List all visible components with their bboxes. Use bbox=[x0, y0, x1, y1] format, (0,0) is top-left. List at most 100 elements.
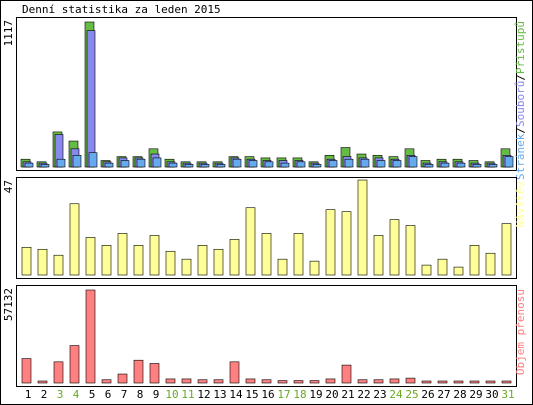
legend-bottom: Objem přenosu bbox=[514, 289, 527, 375]
bar-stranky bbox=[184, 164, 194, 168]
bar-navstevy bbox=[37, 248, 48, 276]
bar-navstevy bbox=[389, 219, 400, 276]
bar-objem bbox=[101, 379, 112, 384]
x-tick-label: 30 bbox=[485, 388, 498, 401]
bar-stranky bbox=[72, 155, 82, 168]
x-tick-label: 18 bbox=[293, 388, 306, 401]
x-tick-label: 5 bbox=[89, 388, 96, 401]
bar-navstevy bbox=[453, 266, 464, 276]
bar-navstevy bbox=[149, 235, 160, 276]
bar-navstevy bbox=[469, 245, 480, 276]
x-tick-label: 24 bbox=[389, 388, 403, 401]
bar-stranky bbox=[472, 164, 482, 168]
bar-stranky bbox=[104, 162, 114, 168]
bar-stranky bbox=[456, 162, 466, 168]
bar-stranky bbox=[504, 156, 514, 168]
bar-stranky bbox=[408, 156, 418, 168]
x-tick-label: 27 bbox=[437, 388, 450, 401]
bar-stranky bbox=[40, 164, 50, 168]
x-tick-label: 28 bbox=[453, 388, 466, 401]
bar-objem bbox=[421, 380, 432, 384]
bar-navstevy bbox=[213, 248, 224, 276]
bar-stranky bbox=[232, 158, 242, 168]
x-tick-label: 22 bbox=[357, 388, 370, 401]
bar-objem bbox=[181, 378, 192, 384]
legend-part: / bbox=[514, 127, 527, 134]
bar-objem bbox=[21, 358, 32, 384]
x-tick-label: 4 bbox=[73, 388, 80, 401]
x-tick-label: 15 bbox=[245, 388, 258, 401]
bar-objem bbox=[261, 379, 272, 384]
bar-navstevy bbox=[21, 246, 32, 276]
bar-stranky bbox=[488, 164, 498, 168]
panel-frame-bottom bbox=[16, 285, 517, 387]
bar-navstevy bbox=[53, 254, 64, 276]
bar-stranky bbox=[376, 160, 386, 168]
x-tick-label: 16 bbox=[261, 388, 274, 401]
bar-navstevy bbox=[405, 225, 416, 276]
bar-navstevy bbox=[197, 245, 208, 276]
bar-objem bbox=[53, 361, 64, 384]
bar-stranky bbox=[280, 162, 290, 168]
y-max-label-bottom: 57132 bbox=[2, 288, 15, 321]
x-tick-label: 17 bbox=[277, 388, 290, 401]
bar-objem bbox=[197, 379, 208, 384]
x-tick-label: 14 bbox=[229, 388, 243, 401]
bar-objem bbox=[453, 380, 464, 384]
bar-stranky bbox=[344, 158, 354, 168]
x-tick-label: 7 bbox=[121, 388, 128, 401]
legend-part: Stránek bbox=[514, 133, 527, 180]
x-tick-label: 29 bbox=[469, 388, 482, 401]
bar-stranky bbox=[136, 158, 146, 168]
chart-title: Denní statistika za leden 2015 bbox=[22, 3, 221, 16]
bar-objem bbox=[229, 361, 240, 384]
panel-frame-middle bbox=[16, 177, 517, 279]
bar-navstevy bbox=[277, 258, 288, 276]
x-tick-label: 13 bbox=[213, 388, 226, 401]
bar-navstevy bbox=[261, 233, 272, 276]
legend-middle: Návštěv bbox=[514, 181, 527, 228]
bar-navstevy bbox=[357, 179, 368, 276]
bar-stranky bbox=[360, 158, 370, 168]
y-max-label-middle: 47 bbox=[2, 180, 15, 193]
bar-stranky bbox=[88, 152, 98, 168]
x-tick-label: 6 bbox=[105, 388, 112, 401]
bar-stranky bbox=[440, 162, 450, 168]
bar-stranky bbox=[312, 164, 322, 168]
bar-stranky bbox=[120, 160, 130, 168]
bar-navstevy bbox=[373, 235, 384, 276]
bar-navstevy bbox=[181, 258, 192, 276]
bar-navstevy bbox=[101, 245, 112, 276]
bar-stranky bbox=[264, 161, 274, 168]
bar-navstevy bbox=[501, 223, 512, 276]
bar-navstevy bbox=[133, 245, 144, 276]
bar-stranky bbox=[328, 160, 338, 168]
bar-navstevy bbox=[325, 209, 336, 276]
bar-objem bbox=[309, 380, 320, 384]
bar-objem bbox=[149, 363, 160, 384]
bar-objem bbox=[213, 379, 224, 384]
bar-objem bbox=[501, 380, 512, 384]
bar-objem bbox=[357, 379, 368, 384]
bar-navstevy bbox=[69, 203, 80, 276]
bar-objem bbox=[469, 380, 480, 384]
bar-navstevy bbox=[229, 239, 240, 276]
bar-navstevy bbox=[245, 207, 256, 276]
x-tick-label: 20 bbox=[325, 388, 338, 401]
bar-stranky bbox=[24, 162, 34, 168]
bar-objem bbox=[341, 364, 352, 384]
bar-objem bbox=[293, 380, 304, 384]
legend-part: / bbox=[514, 74, 527, 81]
bar-stranky bbox=[152, 157, 162, 168]
bar-navstevy bbox=[309, 260, 320, 276]
y-max-label-top: 1117 bbox=[2, 20, 15, 47]
legend-part: Souborů bbox=[514, 81, 527, 127]
x-tick-label: 2 bbox=[41, 388, 48, 401]
x-tick-label: 25 bbox=[405, 388, 418, 401]
bar-objem bbox=[117, 373, 128, 384]
bar-navstevy bbox=[117, 233, 128, 276]
bar-stranky bbox=[56, 158, 66, 168]
x-tick-label: 9 bbox=[153, 388, 160, 401]
